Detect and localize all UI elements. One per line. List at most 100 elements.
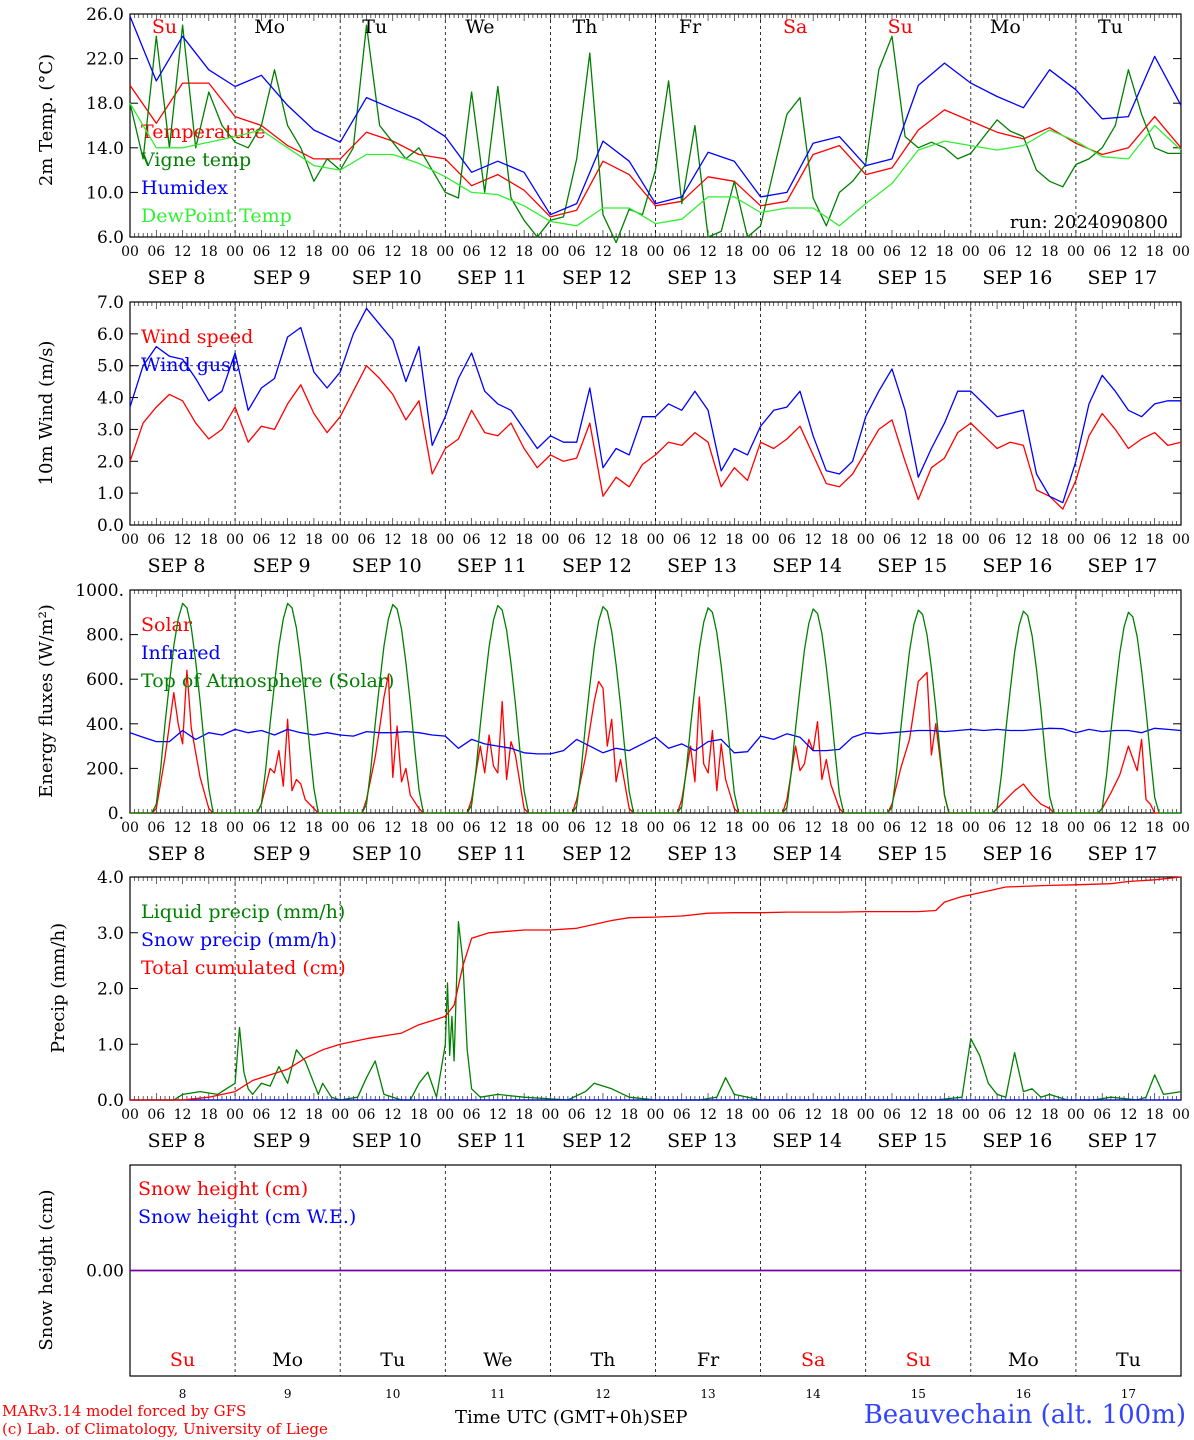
- wind-legend-entry: Wind speed: [141, 326, 253, 348]
- temp-series-line-1: [129, 82, 1182, 218]
- energy-y-axis-label: Energy fluxes (W/m²): [36, 604, 57, 798]
- energy-hour-label: 18: [1146, 820, 1164, 836]
- energy-hour-label: 06: [463, 820, 481, 836]
- temp-hour-label: 18: [305, 244, 323, 260]
- temp-hour-label: 06: [463, 244, 481, 260]
- wind-hour-label: 12: [279, 532, 297, 548]
- precip-legend-entry: Snow precip (mm/h): [141, 929, 337, 951]
- wind-hour-label: 18: [410, 532, 428, 548]
- precip-date-label: SEP 13: [667, 1130, 737, 1152]
- precip-y-tick-label: 4.0: [97, 868, 124, 888]
- precip-y-tick-label: 2.0: [97, 980, 124, 1000]
- precip-series-line-1: [130, 920, 1182, 1101]
- energy-hour-label: 12: [909, 820, 927, 836]
- precip-date-label: SEP 17: [1088, 1130, 1158, 1152]
- wind-hour-label: 06: [147, 532, 165, 548]
- temp-hour-label: 18: [1041, 244, 1059, 260]
- energy-y-tick-label: 800.: [86, 626, 124, 646]
- energy-hour-label: 00: [752, 820, 770, 836]
- wind-hour-label: 00: [1172, 532, 1190, 548]
- energy-date-label: SEP 13: [667, 843, 737, 865]
- precip-hour-label: 00: [331, 1107, 349, 1123]
- wind-hour-label: 06: [568, 532, 586, 548]
- precip-date-label: SEP 16: [982, 1130, 1052, 1152]
- temp-hour-label: 00: [541, 244, 559, 260]
- wind-date-label: SEP 16: [982, 555, 1052, 577]
- energy-hour-label: 18: [725, 820, 743, 836]
- wind-hour-label: 18: [1146, 532, 1164, 548]
- precip-hour-label: 00: [226, 1107, 244, 1123]
- top-weekday-label: Tu: [1098, 16, 1123, 38]
- bottom-day-number: 13: [700, 1387, 715, 1401]
- precip-hour-label: 18: [620, 1107, 638, 1123]
- bottom-weekday-label: Su: [906, 1349, 931, 1371]
- precip-hour-label: 18: [1041, 1107, 1059, 1123]
- precip-hour-label: 06: [252, 1107, 270, 1123]
- wind-date-label: SEP 12: [562, 555, 632, 577]
- energy-hour-label: 12: [174, 820, 192, 836]
- temp-hour-label: 18: [725, 244, 743, 260]
- temp-legend-entry: Humidex: [141, 177, 228, 199]
- temp-y-tick-label: 22.0: [86, 50, 124, 70]
- precip-legend-entry: Total cumulated (cm): [141, 957, 346, 979]
- wind-hour-label: 06: [883, 532, 901, 548]
- precip-hour-label: 18: [515, 1107, 533, 1123]
- temp-hour-label: 18: [831, 244, 849, 260]
- temp-hour-label: 00: [1172, 244, 1190, 260]
- energy-frame: [129, 589, 1182, 814]
- energy-hour-label: 06: [778, 820, 796, 836]
- precip-hour-label: 18: [305, 1107, 323, 1123]
- wind-y-tick-label: 0.0: [97, 516, 124, 536]
- snow-y-axis-label: Snow height (cm): [36, 1189, 57, 1350]
- precip-hour-label: 12: [909, 1107, 927, 1123]
- temp-legend-entry: Temperature: [141, 121, 265, 143]
- wind-date-label: SEP 10: [352, 555, 422, 577]
- wind-hour-label: 12: [1014, 532, 1032, 548]
- temp-y-tick-label: 14.0: [86, 139, 124, 159]
- energy-hour-label: 06: [147, 820, 165, 836]
- energy-hour-label: 12: [384, 820, 402, 836]
- precip-hour-label: 12: [384, 1107, 402, 1123]
- temp-hour-label: 06: [883, 244, 901, 260]
- energy-hour-label: 18: [515, 820, 533, 836]
- wind-hour-label: 00: [857, 532, 875, 548]
- wind-hour-label: 12: [699, 532, 717, 548]
- wind-hour-label: 18: [1041, 532, 1059, 548]
- energy-date-label: SEP 8: [148, 843, 206, 865]
- precip-y-axis-label: Precip (mm/h): [48, 923, 69, 1053]
- temp-hour-label: 00: [436, 244, 454, 260]
- bottom-day-number: 15: [911, 1387, 926, 1401]
- bottom-weekday-label: We: [483, 1349, 512, 1371]
- energy-hour-label: 00: [226, 820, 244, 836]
- energy-hour-label: 00: [331, 820, 349, 836]
- temp-hour-label: 00: [752, 244, 770, 260]
- precip-legend-entry: Liquid precip (mm/h): [141, 901, 345, 923]
- temp-hour-label: 12: [909, 244, 927, 260]
- bottom-weekday-label: Mo: [272, 1349, 303, 1371]
- precip-hour-label: 00: [647, 1107, 665, 1123]
- wind-hour-label: 12: [489, 532, 507, 548]
- temp-hour-label: 00: [647, 244, 665, 260]
- energy-hour-label: 12: [804, 820, 822, 836]
- top-weekday-label: Su: [152, 16, 177, 38]
- wind-y-tick-label: 4.0: [97, 389, 124, 409]
- wind-hour-label: 00: [121, 532, 139, 548]
- temp-date-label: SEP 16: [982, 267, 1052, 289]
- wind-hour-label: 06: [778, 532, 796, 548]
- energy-hour-label: 00: [1172, 820, 1190, 836]
- energy-date-label: SEP 16: [982, 843, 1052, 865]
- temp-series-line-4: [129, 102, 1182, 227]
- wind-hour-label: 18: [515, 532, 533, 548]
- wind-hour-label: 06: [1093, 532, 1111, 548]
- wind-hour-label: 18: [620, 532, 638, 548]
- temp-hour-label: 06: [1093, 244, 1111, 260]
- precip-hour-label: 00: [1067, 1107, 1085, 1123]
- temp-date-label: SEP 11: [457, 267, 527, 289]
- wind-date-label: SEP 11: [457, 555, 527, 577]
- precip-series-line-3: [130, 876, 1182, 1101]
- energy-hour-label: 00: [962, 820, 980, 836]
- temp-date-label: SEP 9: [253, 267, 311, 289]
- temp-hour-label: 12: [174, 244, 192, 260]
- energy-hour-label: 00: [1067, 820, 1085, 836]
